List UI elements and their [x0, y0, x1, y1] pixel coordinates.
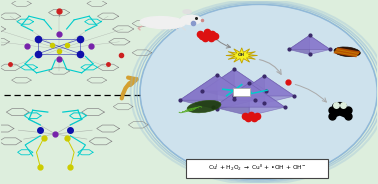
Ellipse shape: [140, 4, 377, 180]
Text: OH: OH: [238, 54, 245, 57]
Polygon shape: [202, 69, 266, 91]
FancyBboxPatch shape: [334, 107, 345, 110]
Ellipse shape: [140, 17, 185, 29]
FancyArrowPatch shape: [217, 40, 231, 48]
Polygon shape: [264, 76, 294, 103]
Ellipse shape: [334, 47, 360, 57]
FancyBboxPatch shape: [186, 159, 328, 178]
Polygon shape: [180, 75, 255, 100]
Ellipse shape: [333, 103, 346, 109]
Polygon shape: [249, 83, 285, 116]
FancyArrowPatch shape: [295, 84, 326, 102]
Polygon shape: [226, 48, 257, 63]
Polygon shape: [214, 83, 285, 107]
Polygon shape: [214, 83, 249, 116]
FancyArrowPatch shape: [122, 78, 136, 98]
Text: Cu$^{\mathrm{I}}$ + H$_2$O$_2$ $\rightarrow$ Cu$^{\mathrm{II}}$ + $\bullet$OH + : Cu$^{\mathrm{I}}$ + H$_2$O$_2$ $\rightar…: [208, 163, 307, 173]
Polygon shape: [289, 35, 330, 49]
Polygon shape: [180, 75, 217, 109]
Polygon shape: [234, 69, 266, 99]
FancyArrowPatch shape: [260, 60, 281, 74]
Ellipse shape: [187, 100, 221, 113]
Polygon shape: [234, 76, 264, 103]
Polygon shape: [202, 69, 234, 99]
FancyBboxPatch shape: [233, 88, 249, 96]
Ellipse shape: [183, 10, 191, 13]
Polygon shape: [217, 75, 255, 109]
Polygon shape: [289, 35, 310, 54]
Polygon shape: [234, 76, 294, 96]
Polygon shape: [310, 35, 330, 54]
Ellipse shape: [181, 15, 201, 24]
